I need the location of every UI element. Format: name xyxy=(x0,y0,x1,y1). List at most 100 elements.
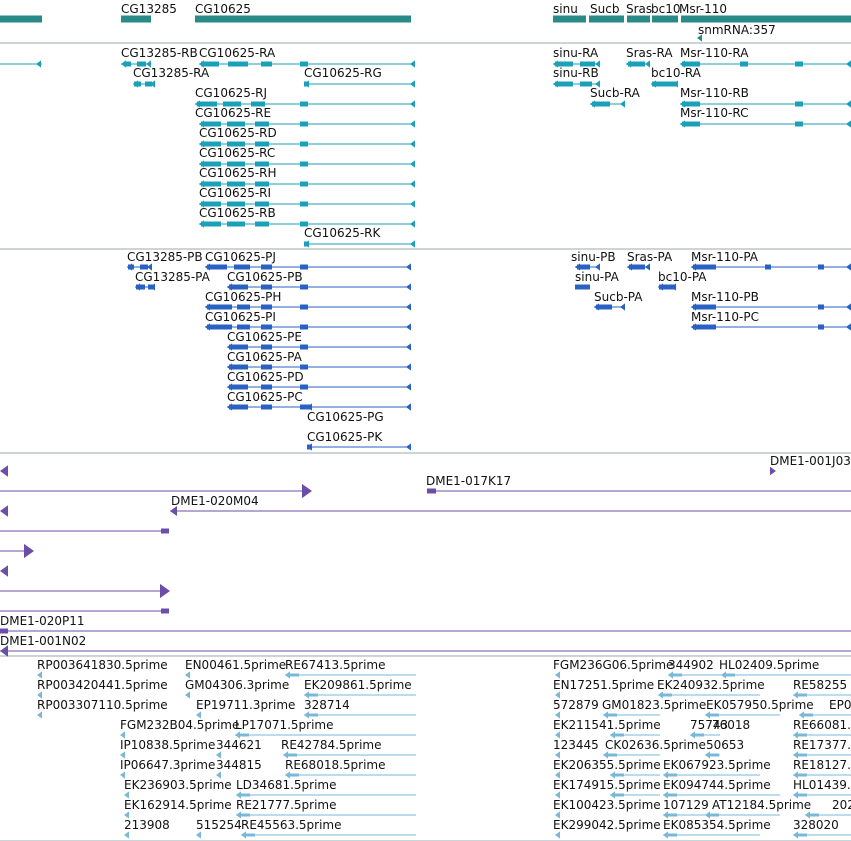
est-label[interactable]: FGM236G06.5prime xyxy=(553,658,674,672)
transcript-label[interactable]: CG10625-RB xyxy=(199,206,276,220)
protein-label[interactable]: CG10625-PK xyxy=(307,430,383,444)
est-label[interactable]: EK067923.5prime xyxy=(663,758,771,772)
est-label[interactable]: IP10838.5prime xyxy=(120,738,216,752)
est-label[interactable]: CK02636.5prime xyxy=(605,738,706,752)
transcript-label[interactable]: CG13285-RB xyxy=(121,46,198,60)
protein-label[interactable]: CG10625-PE xyxy=(227,330,302,344)
est-label[interactable]: EP19711.3prime xyxy=(196,698,296,712)
est-label[interactable]: RE42784.5prime xyxy=(281,738,382,752)
gene-label-msr110[interactable]: Msr-110 xyxy=(679,2,728,16)
est-label[interactable]: LP17071.5prime xyxy=(235,718,334,732)
transcript-label[interactable]: CG13285-RA xyxy=(133,66,210,80)
est-label[interactable]: EN00461.5prime xyxy=(185,658,287,672)
gene-label-bc10[interactable]: bc10 xyxy=(651,2,681,16)
protein-label[interactable]: CG10625-PI xyxy=(205,310,276,324)
est-label[interactable]: 515254 xyxy=(196,818,242,832)
est-label[interactable]: EK100423.5prime xyxy=(553,798,661,812)
est-label[interactable]: RE68018.5prime xyxy=(285,758,386,772)
est-label[interactable]: EK174915.5prime xyxy=(553,778,661,792)
est-label[interactable]: RP003307110.5prime xyxy=(37,698,168,712)
gene-label-cg10625[interactable]: CG10625 xyxy=(195,2,251,16)
protein-label[interactable]: CG10625-PJ xyxy=(205,250,276,264)
transcript-label[interactable]: CG10625-RE xyxy=(195,106,272,120)
est-label[interactable]: EK057950.5prime xyxy=(706,698,814,712)
est-label[interactable]: EP0 xyxy=(829,698,851,712)
protein-label[interactable]: CG13285-PB xyxy=(127,250,203,264)
transcript-label[interactable]: CG10625-RI xyxy=(199,186,272,200)
est-label[interactable]: IP06647.3prime xyxy=(120,758,216,772)
est-label[interactable]: 344621 xyxy=(216,738,262,752)
est-label[interactable]: 344902 xyxy=(668,658,714,672)
protein-label[interactable]: Msr-110-PB xyxy=(691,290,759,304)
est-label[interactable]: 572879 xyxy=(553,698,599,712)
est-label[interactable]: GM01823.5prime xyxy=(602,698,707,712)
clone-label-020p11[interactable]: DME1-020P11 xyxy=(0,614,85,628)
gene-label-sinu[interactable]: sinu xyxy=(553,2,578,16)
transcript-label[interactable]: CG10625-RG xyxy=(304,66,382,80)
transcript-label[interactable]: sinu-RA xyxy=(553,46,599,60)
protein-label[interactable]: sinu-PB xyxy=(571,250,616,264)
gene-label-cg13285[interactable]: CG13285 xyxy=(121,2,177,16)
est-label[interactable]: EK162914.5prime xyxy=(124,798,232,812)
protein-label[interactable]: CG10625-PG xyxy=(307,410,384,424)
protein-label[interactable]: sinu-PA xyxy=(575,270,619,284)
protein-label[interactable]: bc10-PA xyxy=(658,270,707,284)
protein-label[interactable]: CG13285-PA xyxy=(135,270,210,284)
transcript-label[interactable]: Sucb-RA xyxy=(590,86,640,100)
est-label[interactable]: RP003641830.5prime xyxy=(37,658,168,672)
est-label[interactable]: EK209861.5prime xyxy=(304,678,412,692)
transcript-label[interactable]: CG10625-RJ xyxy=(195,86,268,100)
est-label[interactable]: GM04306.3prime xyxy=(185,678,290,692)
est-label[interactable]: 50653 xyxy=(706,738,745,752)
clone-label-001j03[interactable]: DME1-001J03 xyxy=(770,454,851,468)
transcript-label[interactable]: bc10-RA xyxy=(651,66,701,80)
est-label[interactable]: 344815 xyxy=(216,758,262,772)
est-label[interactable]: 123445 xyxy=(553,738,599,752)
transcript-label[interactable]: CG10625-RD xyxy=(199,126,277,140)
gene-label-sucb[interactable]: Sucb xyxy=(590,2,620,16)
est-label[interactable]: 107129 xyxy=(663,798,709,812)
est-label[interactable]: EN17251.5prime xyxy=(553,678,655,692)
est-label[interactable]: RE17377. xyxy=(793,738,851,752)
est-label[interactable]: 202 xyxy=(832,798,851,812)
protein-label[interactable]: Msr-110-PC xyxy=(691,310,759,324)
est-label[interactable]: EK211541.5prime xyxy=(553,718,661,732)
est-label[interactable]: 75743 xyxy=(690,718,729,732)
protein-label[interactable]: Sucb-PA xyxy=(594,290,643,304)
est-label[interactable]: 328714 xyxy=(304,698,350,712)
est-label[interactable]: RP003420441.5prime xyxy=(37,678,168,692)
est-label[interactable]: EK299042.5prime xyxy=(553,818,661,832)
est-label[interactable]: EK240932.5prime xyxy=(657,678,765,692)
protein-label[interactable]: CG10625-PH xyxy=(205,290,282,304)
est-label[interactable]: 328020 xyxy=(793,818,839,832)
est-label[interactable]: EK236903.5prime xyxy=(124,778,232,792)
protein-label[interactable]: CG10625-PC xyxy=(227,390,303,404)
transcript-label[interactable]: CG10625-RK xyxy=(304,226,381,240)
est-label[interactable]: HL01439. xyxy=(793,778,851,792)
est-label[interactable]: 213908 xyxy=(124,818,170,832)
protein-label[interactable]: CG10625-PA xyxy=(227,350,302,364)
protein-label[interactable]: CG10625-PD xyxy=(227,370,304,384)
protein-label[interactable]: Msr-110-PA xyxy=(691,250,759,264)
transcript-label[interactable]: Msr-110-RB xyxy=(680,86,749,100)
transcript-label[interactable]: CG10625-RA xyxy=(199,46,276,60)
protein-label[interactable]: CG10625-PB xyxy=(227,270,303,284)
est-label[interactable]: LD34681.5prime xyxy=(236,778,337,792)
transcript-label[interactable]: Sras-RA xyxy=(626,46,673,60)
est-label[interactable]: RE18127. xyxy=(793,758,851,772)
clone-label-017k17[interactable]: DME1-017K17 xyxy=(426,474,512,488)
transcript-label[interactable]: CG10625-RH xyxy=(199,166,277,180)
est-label[interactable]: EK085354.5prime xyxy=(663,818,771,832)
est-label[interactable]: RE66081. xyxy=(793,718,851,732)
transcript-label[interactable]: CG10625-RC xyxy=(199,146,276,160)
est-label[interactable]: FGM232B04.5prime xyxy=(120,718,240,732)
protein-label[interactable]: Sras-PA xyxy=(627,250,673,264)
est-label[interactable]: EK094744.5prime xyxy=(663,778,771,792)
clone-label-020m04[interactable]: DME1-020M04 xyxy=(171,494,259,508)
est-label[interactable]: RE45563.5prime xyxy=(241,818,342,832)
est-label[interactable]: AT12184.5prime xyxy=(712,798,812,812)
gene-label-snmrna[interactable]: snmRNA:357 xyxy=(698,23,776,37)
est-label[interactable]: RE67413.5prime xyxy=(285,658,386,672)
est-label[interactable]: RE58255 xyxy=(793,678,848,692)
transcript-label[interactable]: Msr-110-RC xyxy=(680,106,749,120)
